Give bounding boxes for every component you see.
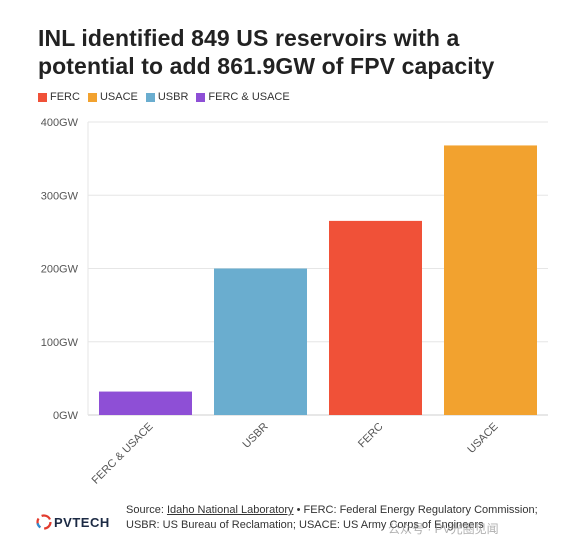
y-tick-label: 400GW	[41, 117, 79, 129]
y-tick-label: 100GW	[41, 337, 79, 349]
legend-label: FERC & USACE	[208, 91, 290, 103]
watermark: 公众号 · PV光圈见闻	[388, 522, 499, 536]
y-tick-label: 200GW	[41, 264, 79, 276]
legend-item: FERC & USACE	[196, 91, 290, 103]
x-tick-label: FERC & USACE	[90, 421, 156, 487]
x-tick-label: USACE	[465, 421, 500, 456]
source-link[interactable]: Idaho National Laboratory	[166, 504, 294, 516]
legend-swatch	[145, 92, 155, 102]
pvtech-logo: PVTECH	[36, 514, 110, 530]
x-tick-label: USBR	[241, 421, 271, 451]
source-note: Source: Idaho National Laboratory • FERC…	[126, 503, 546, 533]
source-rest: • FERC: Federal Energy Regulatory Commis…	[126, 504, 538, 531]
legend-swatch	[196, 92, 206, 102]
footer: PVTECH Source: Idaho National Laboratory…	[0, 500, 566, 544]
source-prefix: Source:	[126, 504, 167, 516]
legend-label: USBR	[157, 91, 189, 103]
bar	[329, 220, 422, 415]
x-tick-label: FERC	[356, 421, 386, 451]
legend-label: USACE	[99, 91, 138, 103]
bar	[99, 391, 192, 415]
legend-item: USACE	[87, 91, 138, 103]
logo-text: PVTECH	[54, 514, 110, 530]
legend-swatch	[87, 92, 97, 102]
chart-legend: FERC USACE USBR FERC & USACE	[38, 91, 290, 103]
bar	[214, 268, 307, 415]
legend-item: FERC	[38, 91, 80, 103]
legend-item: USBR	[145, 91, 189, 103]
legend-swatch	[38, 92, 47, 102]
y-tick-label: 300GW	[41, 190, 79, 202]
bar	[444, 145, 537, 415]
legend-label: FERC	[50, 91, 80, 103]
chart-title: INL identified 849 US reservoirs with a …	[38, 25, 495, 79]
pvtech-logo-icon	[36, 514, 52, 530]
y-tick-label: 0GW	[53, 410, 79, 422]
bar-chart: 0GW 100GW 200GW 300GW 400GW FERC & USACE USBR F…	[41, 117, 548, 487]
